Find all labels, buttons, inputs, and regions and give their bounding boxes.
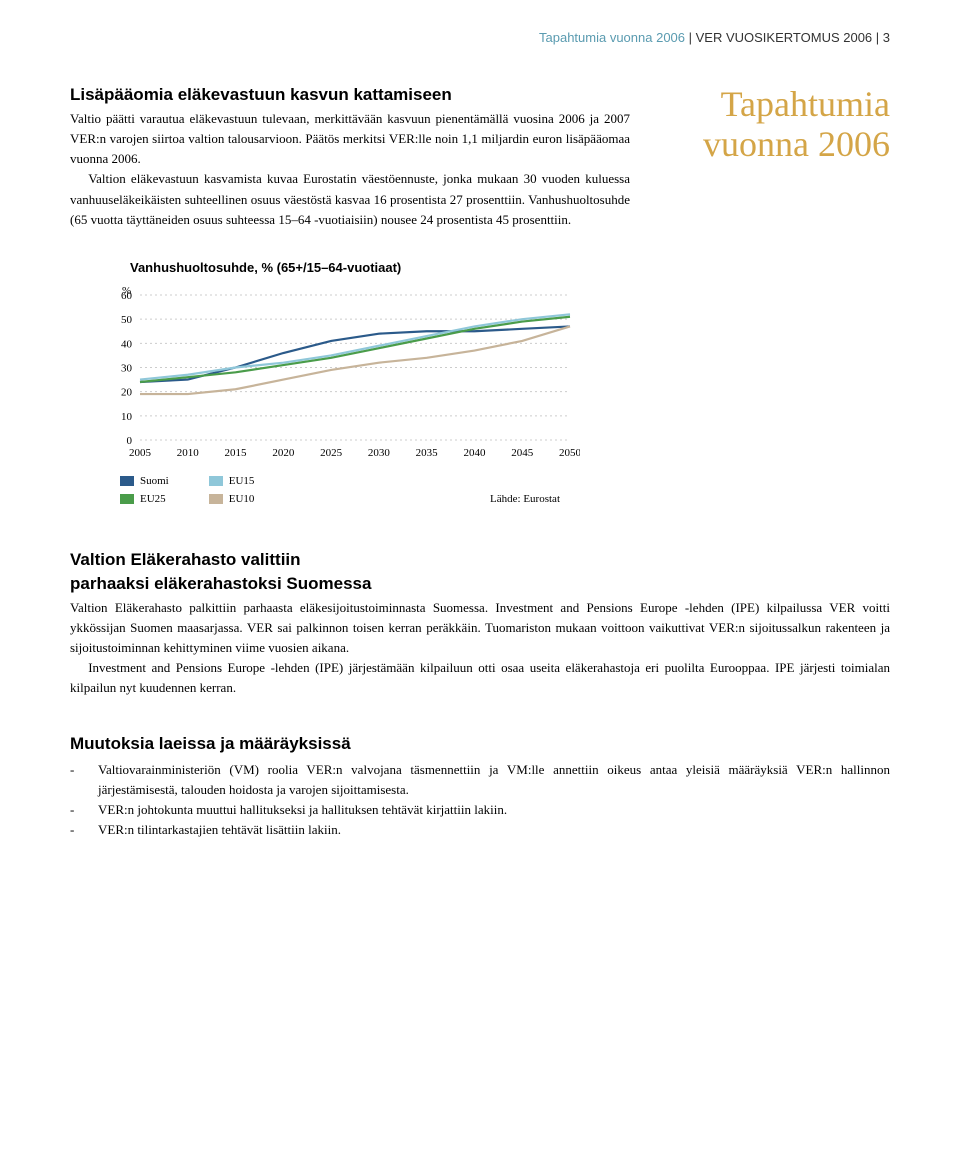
svg-text:2045: 2045: [511, 447, 534, 459]
section3-title: Muutoksia laeissa ja määräyksissä: [70, 734, 890, 754]
chart-container: Vanhushuoltosuhde, % (65+/15–64-vuotiaat…: [100, 260, 580, 505]
svg-text:2020: 2020: [272, 447, 295, 459]
legend-eu10: EU10: [209, 493, 255, 505]
svg-text:0: 0: [127, 435, 133, 447]
bullet-item: - VER:n johtokunta muuttui hallitukseksi…: [70, 800, 890, 820]
chart-legend: Suomi EU25 EU15 EU10 Lähde: Eurostat: [120, 475, 580, 505]
page-title: Tapahtumia vuonna 2006: [660, 85, 890, 164]
section2-title-line2: parhaaksi eläkerahastoksi Suomessa: [70, 574, 890, 594]
svg-text:2010: 2010: [177, 447, 200, 459]
swatch-eu25: [120, 494, 134, 504]
legend-suomi: Suomi: [120, 475, 169, 487]
header-section: Tapahtumia vuonna 2006: [539, 30, 685, 45]
legend-eu25: EU25: [120, 493, 169, 505]
chart-source: Lähde: Eurostat: [490, 493, 560, 505]
svg-text:2050: 2050: [559, 447, 580, 459]
svg-text:60: 60: [121, 290, 133, 302]
chart-title: Vanhushuoltosuhde, % (65+/15–64-vuotiaat…: [130, 260, 580, 275]
svg-text:2015: 2015: [225, 447, 248, 459]
svg-text:50: 50: [121, 314, 133, 326]
svg-text:2040: 2040: [463, 447, 486, 459]
section3: Muutoksia laeissa ja määräyksissä - Valt…: [70, 734, 890, 841]
section1-body: Valtio päätti varautua eläkevastuun tule…: [70, 109, 630, 230]
bullet-item: - Valtiovarainministeriön (VM) roolia VE…: [70, 760, 890, 800]
header-publication: VER VUOSIKERTOMUS 2006: [696, 30, 873, 45]
section1-title: Lisäpääomia eläkevastuun kasvun kattamis…: [70, 85, 630, 105]
svg-text:2005: 2005: [129, 447, 152, 459]
bullet-list: - Valtiovarainministeriön (VM) roolia VE…: [70, 760, 890, 841]
svg-text:2025: 2025: [320, 447, 343, 459]
page-header: Tapahtumia vuonna 2006 | VER VUOSIKERTOM…: [70, 30, 890, 45]
svg-text:10: 10: [121, 411, 133, 423]
bullet-item: - VER:n tilintarkastajien tehtävät lisät…: [70, 820, 890, 840]
svg-text:40: 40: [121, 338, 133, 350]
section2-body: Valtion Eläkerahasto palkittiin parhaast…: [70, 598, 890, 699]
svg-text:20: 20: [121, 387, 133, 399]
svg-text:2035: 2035: [416, 447, 439, 459]
line-chart: %010203040506020052010201520202025203020…: [100, 285, 580, 465]
section2-title-line1: Valtion Eläkerahasto valittiin: [70, 550, 890, 570]
svg-text:30: 30: [121, 362, 133, 374]
swatch-suomi: [120, 476, 134, 486]
svg-text:2030: 2030: [368, 447, 391, 459]
swatch-eu10: [209, 494, 223, 504]
legend-eu15: EU15: [209, 475, 255, 487]
page-number: 3: [883, 30, 890, 45]
swatch-eu15: [209, 476, 223, 486]
section2: Valtion Eläkerahasto valittiin parhaaksi…: [70, 550, 890, 699]
